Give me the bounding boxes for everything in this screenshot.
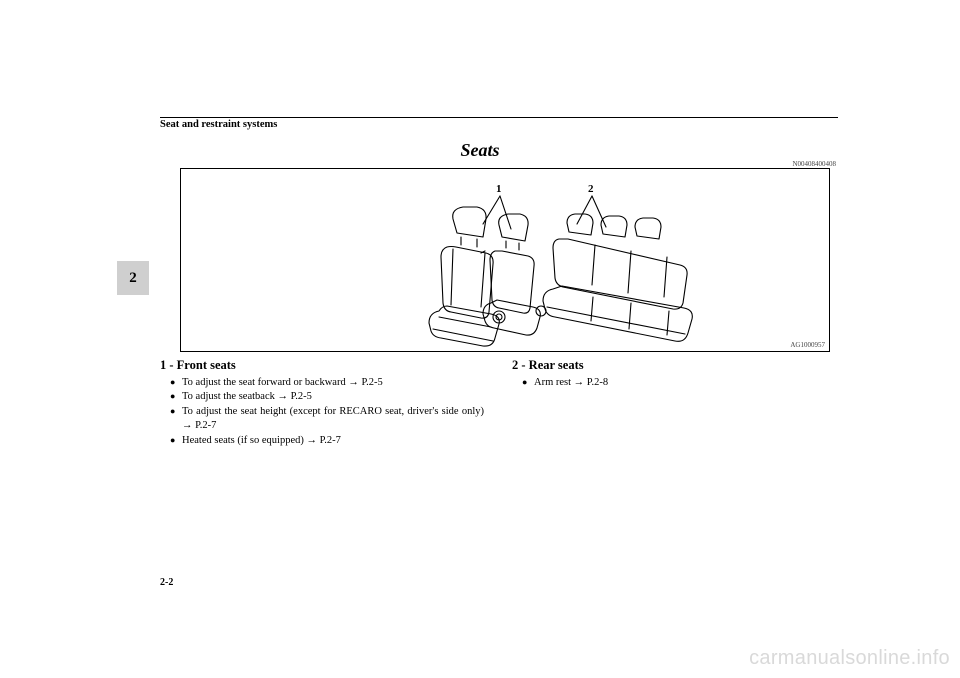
chapter-header-text: Seat and restraint systems: [160, 119, 277, 130]
chapter-number: 2: [129, 270, 137, 287]
front-seats-list: To adjust the seat forward or backward →…: [160, 376, 484, 448]
list-item: To adjust the seat forward or backward →…: [172, 376, 484, 390]
page: Seat and restraint systems Seats N004084…: [0, 0, 960, 678]
figure-label-2: 2: [588, 183, 594, 195]
seats-illustration: [181, 169, 831, 353]
n-code: N00408400408: [792, 160, 836, 168]
rear-seats-section: 2 - Rear seats Arm rest → P.2-8: [512, 358, 836, 448]
rear-seats-list: Arm rest → P.2-8: [512, 376, 836, 390]
list-item: Heated seats (if so equipped) → P.2-7: [172, 434, 484, 448]
header-rule: [160, 117, 838, 118]
list-item: To adjust the seatback → P.2-5: [172, 390, 484, 404]
figure-code: AG1000957: [790, 341, 825, 349]
content-columns: 1 - Front seats To adjust the seat forwa…: [160, 358, 836, 448]
page-number: 2-2: [160, 577, 173, 588]
rear-seats-heading: 2 - Rear seats: [512, 358, 836, 373]
front-seats-section: 1 - Front seats To adjust the seat forwa…: [160, 358, 484, 448]
figure-label-1: 1: [496, 183, 502, 195]
figure-frame: 1 2: [180, 168, 830, 352]
page-title: Seats: [0, 140, 960, 161]
list-item: Arm rest → P.2-8: [524, 376, 836, 390]
front-seats-heading: 1 - Front seats: [160, 358, 484, 373]
chapter-tab: 2: [117, 261, 149, 295]
watermark: carmanualsonline.info: [749, 647, 950, 670]
list-item: To adjust the seat height (except for RE…: [172, 405, 484, 434]
